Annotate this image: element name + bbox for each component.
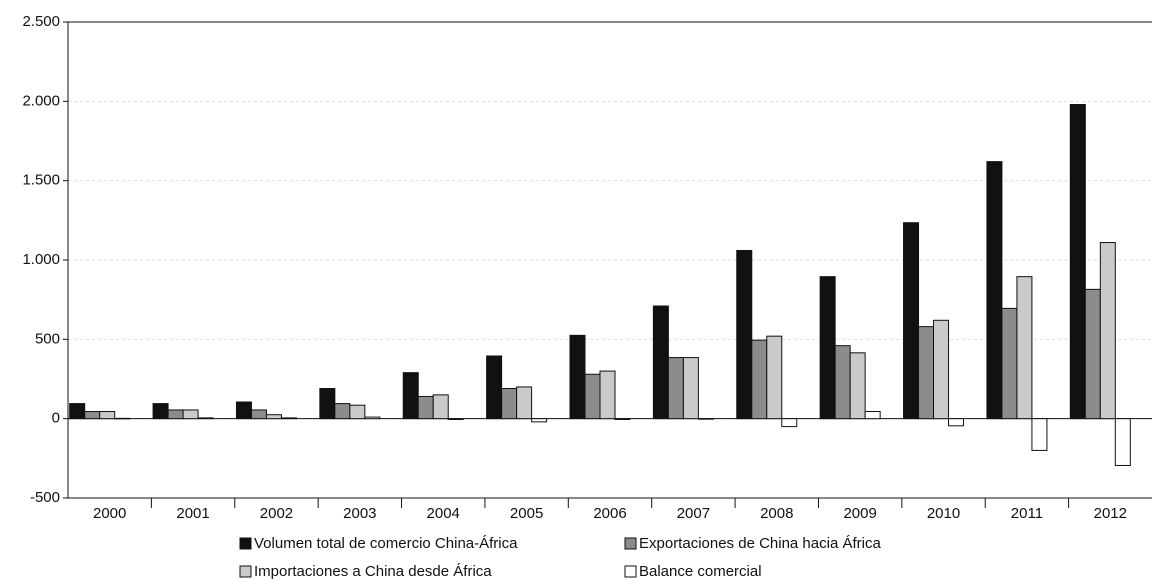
bar — [1001, 307, 1018, 420]
bar — [167, 409, 184, 420]
bar — [614, 418, 631, 420]
bar — [319, 388, 336, 420]
bar — [933, 319, 950, 420]
bar — [84, 411, 101, 420]
bar — [584, 373, 601, 420]
bar — [417, 395, 434, 420]
bar — [402, 372, 419, 420]
bar — [667, 357, 684, 420]
bar — [834, 345, 851, 420]
bar — [280, 417, 297, 420]
bar — [781, 418, 798, 428]
y-tick-label: 1.500 — [22, 172, 60, 189]
y-tick-label: 2.000 — [22, 92, 60, 109]
y-tick-label: 0 — [52, 410, 60, 427]
bar — [1031, 418, 1048, 451]
bar — [1099, 242, 1116, 420]
bar — [819, 276, 836, 420]
bar — [364, 416, 381, 420]
legend-swatch — [239, 537, 252, 550]
bar — [235, 401, 252, 420]
y-tick-label: -500 — [30, 489, 60, 506]
bar — [682, 357, 699, 420]
bar — [432, 394, 449, 420]
bar — [197, 417, 214, 420]
legend-label: Volumen total de comercio China-África — [254, 535, 518, 552]
x-tick-label: 2012 — [1094, 505, 1127, 522]
bar — [569, 334, 586, 420]
x-tick-label: 2004 — [427, 505, 460, 522]
x-tick-label: 2005 — [510, 505, 543, 522]
legend-label: Balance comercial — [639, 563, 762, 580]
bar — [1084, 288, 1101, 420]
x-tick-label: 2000 — [93, 505, 126, 522]
x-tick-label: 2011 — [1011, 505, 1043, 522]
bar — [265, 414, 282, 420]
bar — [531, 418, 548, 423]
bar — [864, 411, 881, 420]
y-tick-label: 2.500 — [22, 13, 60, 30]
x-tick-label: 2007 — [677, 505, 710, 522]
bar — [599, 370, 616, 420]
y-tick-label: 500 — [35, 330, 60, 347]
legend-label: Importaciones a China desde África — [254, 563, 492, 580]
x-tick-label: 2009 — [843, 505, 876, 522]
bar — [349, 404, 366, 420]
y-tick-label: 1.000 — [22, 251, 60, 268]
legend-label: Exportaciones de China hacia África — [639, 535, 881, 552]
legend-swatch — [239, 565, 252, 578]
x-tick-label: 2010 — [927, 505, 960, 522]
bar — [334, 403, 351, 420]
bar — [697, 418, 714, 420]
bar — [69, 403, 86, 420]
bar — [501, 388, 518, 420]
bar — [486, 355, 503, 420]
bar — [652, 305, 669, 420]
bar — [766, 335, 783, 420]
bar — [1069, 104, 1086, 420]
bar — [751, 339, 768, 420]
bar — [903, 222, 920, 420]
bar — [1016, 276, 1033, 420]
bar — [99, 411, 116, 420]
bar — [250, 409, 267, 420]
x-tick-label: 2008 — [760, 505, 793, 522]
bar — [114, 417, 131, 420]
x-tick-label: 2001 — [176, 505, 209, 522]
bar — [986, 161, 1003, 420]
bar — [447, 418, 464, 420]
bar — [516, 386, 533, 420]
x-tick-label: 2003 — [343, 505, 376, 522]
bar — [918, 326, 935, 420]
bar — [736, 249, 753, 420]
bar — [182, 409, 199, 420]
bar — [1114, 418, 1131, 466]
legend-swatch — [624, 537, 637, 550]
bar — [152, 403, 169, 420]
bar — [948, 418, 965, 427]
x-tick-label: 2006 — [593, 505, 626, 522]
legend-swatch — [624, 565, 637, 578]
bar — [849, 352, 866, 420]
x-tick-label: 2002 — [260, 505, 293, 522]
